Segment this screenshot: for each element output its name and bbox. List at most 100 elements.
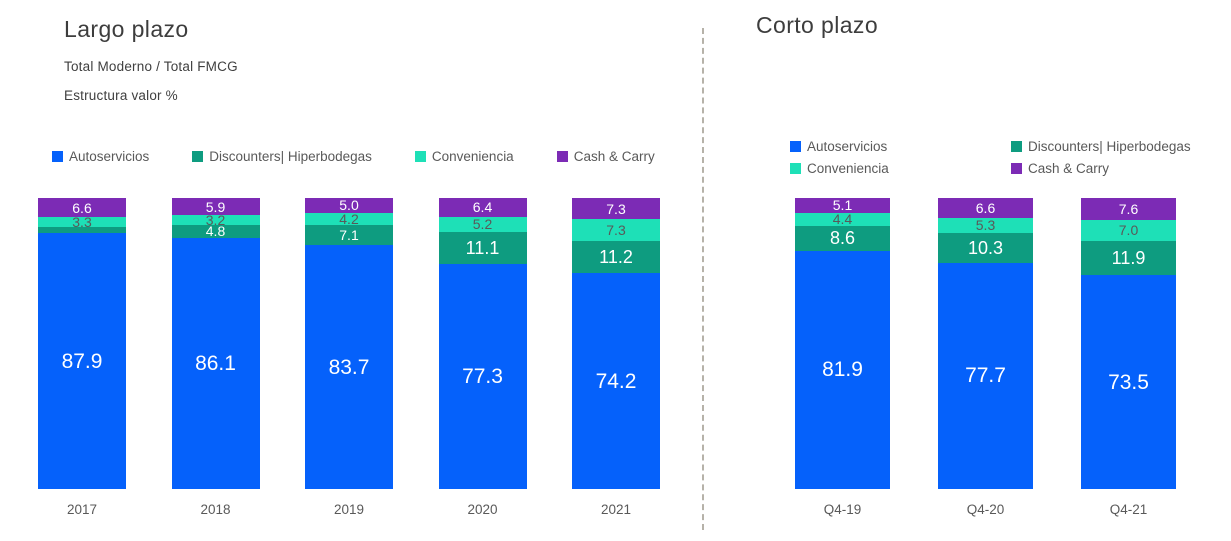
legend-item-label: Conveniencia bbox=[807, 161, 889, 176]
segment-value-label: 11.2 bbox=[599, 246, 633, 267]
segment-value-label: 4.8 bbox=[205, 223, 226, 240]
segment-value-label: 11.9 bbox=[1111, 247, 1146, 268]
segment-discounters-hiperbodegas: 11.9 bbox=[1081, 240, 1176, 276]
x-axis-label-q4-21: Q4-21 bbox=[1109, 502, 1148, 517]
segment-value-label: 4.2 bbox=[339, 210, 359, 227]
segment-autoservicios: 87.9 bbox=[38, 233, 126, 489]
segment-cash-carry: 6.6 bbox=[938, 198, 1033, 218]
segment-autoservicios: 77.3 bbox=[438, 264, 527, 489]
bar-q4-20: 6.6 5.3 10.3 77.7 bbox=[938, 198, 1033, 489]
bar-2017: 6.6 3.3 87.9 bbox=[38, 198, 126, 489]
segment-value-label: 83.7 bbox=[328, 355, 370, 379]
segment-value-label: 73.5 bbox=[1108, 370, 1149, 394]
segment-value-label: 3.3 bbox=[72, 214, 92, 231]
segment-value-label: 7.1 bbox=[339, 227, 359, 244]
bar-2021: 7.3 7.3 11.2 74.2 bbox=[572, 198, 660, 489]
segment-autoservicios: 83.7 bbox=[305, 245, 393, 489]
segment-value-label: 7.6 bbox=[1118, 201, 1139, 218]
section-divider-dashed-line bbox=[702, 28, 704, 530]
legend-item-discounters-hiperbodegas: Discounters| Hiperbodegas bbox=[1011, 139, 1191, 154]
segment-autoservicios: 77.7 bbox=[938, 262, 1033, 489]
legend-item-label: Autoservicios bbox=[69, 149, 150, 164]
right-chart-plot-area: 5.1 4.4 8.6 81.9 6.6 5.3 10.3 77.7 7.6 7.0 11.9 73.… bbox=[795, 198, 1176, 489]
segment-cash-carry: 7.3 bbox=[572, 198, 660, 220]
segment-autoservicios: 74.2 bbox=[572, 273, 660, 489]
segment-value-label: 6.4 bbox=[472, 199, 493, 216]
legend-swatch-icon bbox=[790, 141, 801, 152]
right-chart-title: Corto plazo bbox=[756, 12, 879, 38]
segment-value-label: 5.0 bbox=[339, 197, 359, 214]
segment-discounters-hiperbodegas: 4.8 bbox=[171, 223, 260, 240]
x-axis-label-q4-20: Q4-20 bbox=[966, 502, 1005, 517]
left-chart-title: Largo plazo bbox=[64, 16, 189, 42]
segment-value-label: 3.2 bbox=[205, 211, 226, 228]
segment-value-label: 87.9 bbox=[61, 349, 103, 373]
legend-item-autoservicios: Autoservicios bbox=[52, 149, 149, 164]
segment-conveniencia: 5.3 bbox=[938, 217, 1033, 234]
segment-discounters-hiperbodegas: 11.2 bbox=[572, 240, 660, 274]
segment-conveniencia: 4.2 bbox=[305, 210, 393, 227]
bar-2019: 5.0 4.2 7.1 83.7 bbox=[305, 198, 393, 489]
legend-item-cash-carry: Cash & Carry bbox=[1011, 161, 1191, 176]
segment-value-label: 77.3 bbox=[462, 365, 503, 389]
segment-value-label: 4.4 bbox=[832, 211, 853, 228]
segment-value-label: 5.9 bbox=[205, 198, 226, 215]
segment-value-label: 7.3 bbox=[606, 200, 626, 217]
legend-swatch-icon bbox=[1011, 141, 1022, 152]
segment-autoservicios: 73.5 bbox=[1081, 275, 1176, 489]
segment-value-label: 6.6 bbox=[72, 199, 92, 216]
legend-item-autoservicios: Autoservicios bbox=[790, 139, 1011, 154]
segment-discounters-hiperbodegas: 7.1 bbox=[305, 224, 393, 246]
segment-autoservicios: 86.1 bbox=[171, 238, 260, 489]
segment-value-label: 8.6 bbox=[829, 228, 856, 249]
segment-value-label: 5.1 bbox=[832, 197, 853, 214]
legend-swatch-icon bbox=[192, 151, 204, 162]
bar-q4-21: 7.6 7.0 11.9 73.5 bbox=[1081, 198, 1176, 489]
segment-discounters-hiperbodegas bbox=[38, 226, 126, 234]
legend-swatch-icon bbox=[414, 151, 426, 162]
segment-value-label: 6.6 bbox=[975, 199, 996, 216]
segment-cash-carry: 6.4 bbox=[438, 198, 527, 217]
x-axis-label-q4-19: Q4-19 bbox=[823, 502, 862, 517]
segment-value-label: 5.2 bbox=[472, 216, 493, 233]
segment-cash-carry: 5.0 bbox=[305, 198, 393, 213]
segment-value-label: 7.3 bbox=[606, 221, 626, 238]
segment-discounters-hiperbodegas: 11.1 bbox=[438, 231, 527, 265]
x-axis-label-2019: 2019 bbox=[333, 502, 365, 517]
segment-value-label: 74.2 bbox=[595, 369, 637, 393]
x-axis-label-2021: 2021 bbox=[600, 502, 632, 517]
x-axis-label-2018: 2018 bbox=[200, 502, 231, 517]
segment-conveniencia: 7.0 bbox=[1081, 220, 1176, 241]
right-chart-x-axis: Q4-19 Q4-20 Q4-21 bbox=[795, 502, 1176, 517]
legend-swatch-icon bbox=[52, 151, 63, 162]
segment-value-label: 11.1 bbox=[465, 237, 500, 258]
legend-item-conveniencia: Conveniencia bbox=[414, 149, 514, 164]
left-chart-subtitle: Total Moderno / Total FMCG bbox=[64, 59, 238, 74]
segment-conveniencia: 7.3 bbox=[572, 219, 660, 241]
legend-item-label: Conveniencia bbox=[431, 149, 514, 164]
segment-autoservicios: 81.9 bbox=[795, 250, 890, 489]
x-axis-label-2020: 2020 bbox=[467, 502, 498, 517]
segment-cash-carry: 5.1 bbox=[795, 198, 890, 213]
left-chart-plot-area: 6.6 3.3 87.9 5.9 3.2 4.8 86.1 5.0 4.2 7.1 83.7 6.4 5… bbox=[38, 198, 660, 489]
left-chart-unit-label: Estructura valor % bbox=[64, 88, 178, 103]
legend-item-cash-carry: Cash & Carry bbox=[556, 149, 655, 164]
segment-cash-carry: 5.9 bbox=[171, 198, 260, 216]
segment-value-label: 10.3 bbox=[967, 237, 1004, 258]
segment-conveniencia: 3.2 bbox=[171, 211, 260, 228]
legend-item-label: Autoservicios bbox=[807, 139, 888, 154]
right-chart-legend: Autoservicios Discounters| Hiperbodegas Co… bbox=[790, 139, 1191, 176]
legend-item-label: Discounters| Hiperbodegas bbox=[209, 149, 372, 164]
bar-2018: 5.9 3.2 4.8 86.1 bbox=[171, 198, 260, 489]
segment-value-label: 5.3 bbox=[975, 217, 996, 234]
left-chart-x-axis: 2017 2018 2019 2020 2021 bbox=[38, 502, 660, 517]
legend-item-label: Discounters| Hiperbodegas bbox=[1028, 139, 1191, 154]
segment-discounters-hiperbodegas: 10.3 bbox=[938, 232, 1033, 263]
legend-swatch-icon bbox=[1011, 163, 1022, 174]
segment-conveniencia: 3.3 bbox=[38, 214, 126, 231]
segment-conveniencia: 4.4 bbox=[795, 211, 890, 228]
x-axis-label-2017: 2017 bbox=[66, 502, 98, 517]
segment-value-label: 77.7 bbox=[965, 364, 1006, 388]
segment-discounters-hiperbodegas: 8.6 bbox=[795, 225, 890, 251]
segment-value-label: 81.9 bbox=[822, 358, 863, 382]
